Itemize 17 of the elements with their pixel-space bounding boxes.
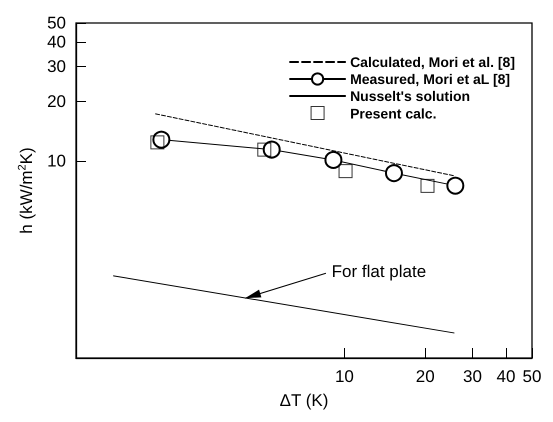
legend-label: Present calc. bbox=[350, 106, 436, 122]
annotation: For flat plate bbox=[332, 262, 426, 281]
x-tick-label: 20 bbox=[416, 367, 435, 386]
y-tick-label: 30 bbox=[47, 57, 66, 76]
x-tick-label: 50 bbox=[522, 367, 542, 386]
x-tick-label: 40 bbox=[496, 367, 516, 386]
legend-label: Measured, Mori et aL [8] bbox=[350, 71, 510, 87]
x-tick-label: 10 bbox=[334, 367, 354, 386]
x-axis-title: ΔT (K) bbox=[280, 391, 328, 410]
y-tick-label: 50 bbox=[47, 14, 66, 32]
legend-label: Calculated, Mori et al. [8] bbox=[350, 54, 516, 70]
y-tick-label: 40 bbox=[47, 32, 66, 52]
y-axis-title: h (kW/m2K) bbox=[16, 147, 36, 234]
legend-label: Nusselt's solution bbox=[350, 88, 470, 104]
y-tick-label: 10 bbox=[47, 151, 66, 170]
y-tick-label: 20 bbox=[47, 92, 66, 111]
x-tick-label: 30 bbox=[462, 367, 482, 386]
